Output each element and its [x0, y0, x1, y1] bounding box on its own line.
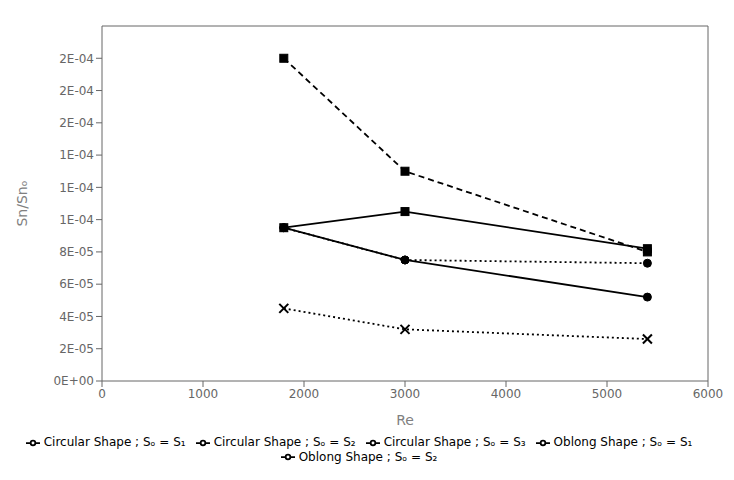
html-text:Oblong Shape ; Sₒ = S₁: Oblong Shape ; Sₒ = S₁ [553, 435, 693, 449]
svg-text:8E-05: 8E-05 [59, 245, 94, 259]
svg-text:Sn/Snₒ: Sn/Snₒ [14, 180, 30, 226]
svg-text:3000: 3000 [390, 387, 421, 401]
svg-text:2E-04: 2E-04 [59, 52, 94, 66]
html-text:Circular Shape ; Sₒ = S₂: Circular Shape ; Sₒ = S₂ [213, 435, 356, 449]
svg-text:1E-04: 1E-04 [59, 213, 94, 227]
html-text:Circular Shape ; Sₒ = S₃: Circular Shape ; Sₒ = S₃ [383, 435, 526, 449]
svg-text:2000: 2000 [289, 387, 320, 401]
svg-text:4000: 4000 [491, 387, 522, 401]
svg-text:2E-05: 2E-05 [59, 342, 94, 356]
svg-text:6000: 6000 [693, 387, 724, 401]
html-text:Oblong Shape ; Sₒ = S₂: Oblong Shape ; Sₒ = S₂ [298, 449, 438, 464]
svg-text:2E-04: 2E-04 [59, 84, 94, 98]
svg-text:1000: 1000 [188, 387, 219, 401]
html-text:Circular Shape ; Sₒ = S₁: Circular Shape ; Sₒ = S₁ [43, 435, 186, 449]
svg-text:0: 0 [98, 387, 106, 401]
svg-text:4E-05: 4E-05 [59, 310, 94, 324]
svg-text:6E-05: 6E-05 [59, 277, 94, 291]
svg-text:5000: 5000 [592, 387, 623, 401]
svg-text:0E+00: 0E+00 [53, 374, 94, 388]
svg-text:Re: Re [396, 412, 414, 428]
svg-text:1E-04: 1E-04 [59, 181, 94, 195]
svg-text:2E-04: 2E-04 [59, 116, 94, 130]
svg-text:1E-04: 1E-04 [59, 148, 94, 162]
